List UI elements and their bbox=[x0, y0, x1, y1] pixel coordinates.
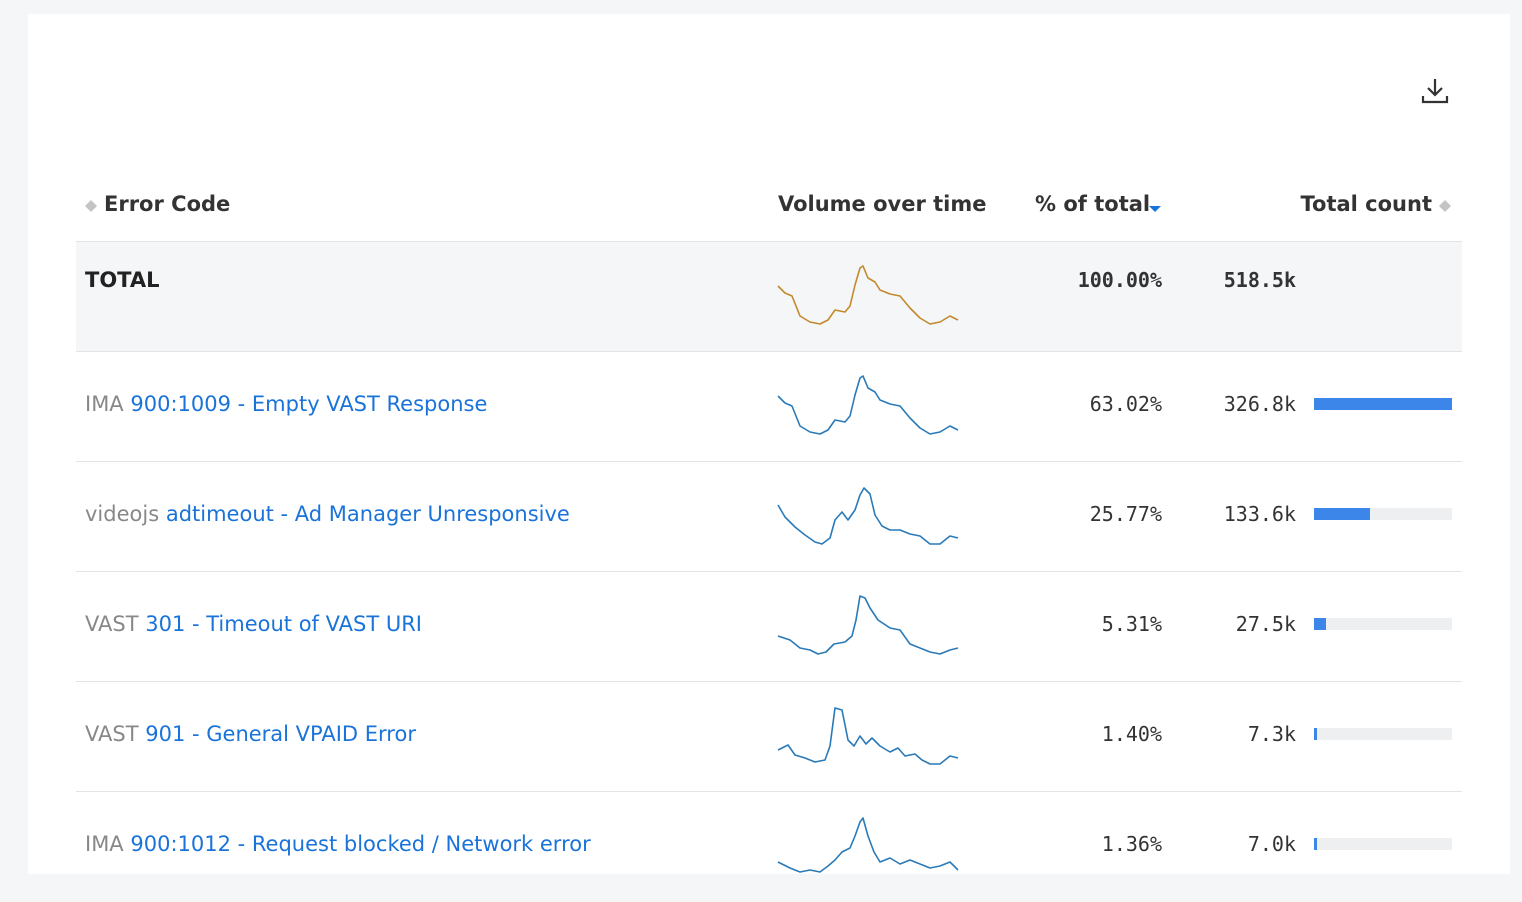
sparkline bbox=[777, 817, 959, 873]
pct-cell: 25.77% bbox=[1089, 502, 1162, 526]
pct-cell: 1.40% bbox=[1101, 722, 1162, 746]
count-bar bbox=[1314, 508, 1371, 520]
sparkline bbox=[777, 375, 959, 435]
error-source: VAST bbox=[85, 722, 139, 746]
table-row: VAST 901 - General VPAID Error 1.40% 7.3k bbox=[76, 681, 1462, 792]
error-code-cell: videojs adtimeout - Ad Manager Unrespons… bbox=[85, 502, 570, 526]
table-row: IMA 900:1009 - Empty VAST Response 63.02%… bbox=[76, 351, 1462, 462]
column-header: Volume over time bbox=[778, 192, 987, 216]
sparkline bbox=[777, 487, 959, 545]
column-header[interactable]: Error Code bbox=[104, 192, 231, 216]
error-source: videojs bbox=[85, 502, 160, 526]
column-header[interactable]: Total count bbox=[1300, 192, 1433, 216]
error-link[interactable]: 900:1009 - Empty VAST Response bbox=[130, 392, 488, 416]
count-bar bbox=[1314, 398, 1452, 410]
page: Error Code Volume over time % of total T… bbox=[28, 14, 1510, 874]
sparkline bbox=[777, 265, 959, 325]
pct-cell: 5.31% bbox=[1101, 612, 1162, 636]
count-cell: 7.0k bbox=[1247, 832, 1296, 856]
count-bar bbox=[1314, 728, 1318, 740]
error-code-cell: IMA 900:1012 - Request blocked / Network… bbox=[85, 832, 591, 856]
count-bar-track bbox=[1314, 618, 1452, 630]
error-link[interactable]: 301 - Timeout of VAST URI bbox=[145, 612, 422, 636]
error-source: VAST bbox=[85, 612, 139, 636]
error-code-cell: VAST 901 - General VPAID Error bbox=[85, 722, 416, 746]
sparkline bbox=[777, 595, 959, 655]
count-bar bbox=[1314, 618, 1326, 630]
count-cell: 27.5k bbox=[1235, 612, 1296, 636]
count-cell: 133.6k bbox=[1223, 502, 1296, 526]
download-icon[interactable] bbox=[1420, 76, 1450, 106]
column-header[interactable]: % of total bbox=[1035, 192, 1151, 216]
error-link[interactable]: adtimeout - Ad Manager Unresponsive bbox=[165, 502, 570, 526]
pct-cell: 1.36% bbox=[1101, 832, 1162, 856]
table-row: IMA 900:1012 - Request blocked / Network… bbox=[76, 791, 1462, 902]
count-bar-track bbox=[1314, 728, 1452, 740]
table-row: TOTAL 100.00% 518.5k bbox=[76, 241, 1462, 352]
error-source: IMA bbox=[85, 392, 124, 416]
error-link[interactable]: 900:1012 - Request blocked / Network err… bbox=[130, 832, 591, 856]
table-row: videojs adtimeout - Ad Manager Unrespons… bbox=[76, 461, 1462, 572]
card bbox=[28, 14, 1510, 874]
count-bar-track bbox=[1314, 508, 1452, 520]
sparklines bbox=[777, 265, 959, 873]
sort-icon[interactable] bbox=[84, 199, 98, 213]
pct-cell: 100.00% bbox=[1077, 268, 1162, 292]
total-label: TOTAL bbox=[85, 268, 160, 292]
error-code-cell: IMA 900:1009 - Empty VAST Response bbox=[85, 392, 487, 416]
error-link[interactable]: 901 - General VPAID Error bbox=[145, 722, 416, 746]
table-row: VAST 301 - Timeout of VAST URI 5.31% 27.5k bbox=[76, 571, 1462, 682]
count-bar-track bbox=[1314, 398, 1452, 410]
sort-desc-icon[interactable] bbox=[1148, 204, 1162, 214]
count-bar bbox=[1314, 838, 1317, 850]
error-source: IMA bbox=[85, 832, 124, 856]
count-bar-track bbox=[1314, 838, 1452, 850]
sparkline bbox=[777, 707, 959, 765]
count-cell: 7.3k bbox=[1247, 722, 1296, 746]
count-cell: 326.8k bbox=[1223, 392, 1296, 416]
count-cell: 518.5k bbox=[1223, 268, 1296, 292]
pct-cell: 63.02% bbox=[1089, 392, 1162, 416]
sort-icon[interactable] bbox=[1438, 199, 1452, 213]
error-code-cell: VAST 301 - Timeout of VAST URI bbox=[85, 612, 422, 636]
